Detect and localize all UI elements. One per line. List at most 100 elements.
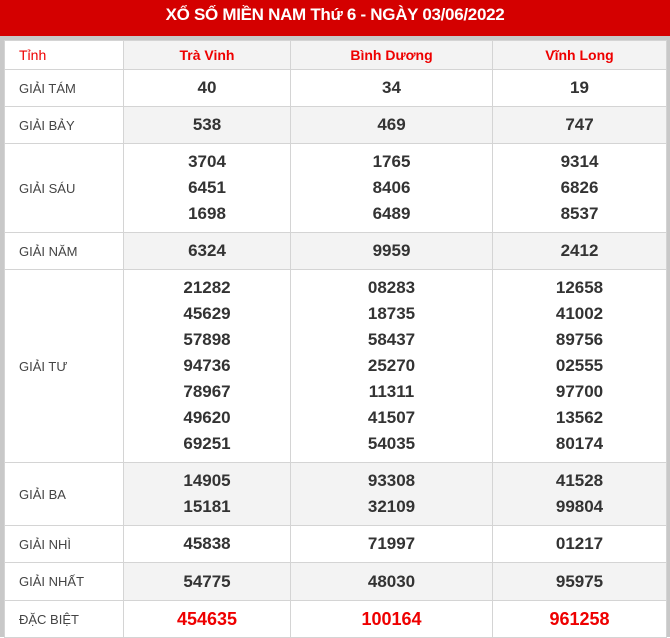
prize-label: GIẢI BA [4, 462, 124, 526]
prize-number: 21282 [183, 278, 231, 297]
prize-number: 45838 [183, 534, 231, 553]
prize-cell: 34 [290, 69, 493, 107]
prize-row: GIẢI NĂM 6324 9959 2412 [4, 232, 667, 270]
prize-cell: 469 [290, 106, 493, 144]
prize-number: 94736 [183, 356, 231, 375]
prize-number: 18735 [367, 304, 416, 323]
prize-number: 08283 [367, 278, 416, 297]
prize-label: GIẢI NHẤT [4, 562, 124, 601]
prize-number: 9959 [372, 241, 411, 260]
prize-cell: 71997 [290, 525, 493, 563]
prize-number: 95975 [555, 571, 604, 591]
prize-number: 71997 [367, 534, 416, 553]
prize-cell: 538 [123, 106, 291, 144]
prize-cell: 6324 [123, 232, 291, 270]
prize-number: 54035 [367, 434, 416, 453]
prize-number: 8537 [560, 204, 599, 223]
prize-cell: 12658 41002 89756 02555 97700 13562 80174 [492, 269, 667, 463]
prize-number: 11311 [368, 382, 415, 401]
prize-number: 6451 [188, 178, 226, 197]
prize-cell: 19 [492, 69, 667, 107]
prize-cell: 961258 [492, 600, 667, 638]
prize-cell: 40 [123, 69, 291, 107]
prize-cell: 48030 [290, 562, 493, 601]
prize-cell: 54775 [123, 562, 291, 601]
prize-label: GIẢI SÁU [4, 143, 124, 233]
province-name: Bình Dương [290, 40, 493, 70]
prize-label: ĐẶC BIỆT [4, 600, 124, 638]
prize-number: 45629 [183, 304, 231, 323]
results-table: Tỉnh Trà Vinh Bình Dương Vĩnh Long GIẢI … [4, 40, 667, 638]
page-title: XỔ SỐ MIỀN NAM Thứ 6 - NGÀY 03/06/2022 [0, 0, 670, 36]
prize-cell: 01217 [492, 525, 667, 563]
prize-number: 454635 [176, 609, 238, 629]
prize-cell: 100164 [290, 600, 493, 638]
prize-number: 1765 [372, 152, 411, 171]
prize-cell: 08283 18735 58437 25270 11311 41507 54035 [290, 269, 493, 463]
prize-number: 41507 [367, 408, 416, 427]
prize-cell: 747 [492, 106, 667, 144]
prize-number: 6826 [560, 178, 599, 197]
prize-number: 6324 [188, 241, 226, 260]
prize-number: 25270 [367, 356, 416, 375]
province-header: Tỉnh [4, 40, 124, 70]
prize-number: 02555 [555, 356, 604, 375]
prize-row: GIẢI BẢY 538 469 747 [4, 106, 667, 144]
prize-number: 78967 [183, 382, 231, 401]
prize-cell: 9959 [290, 232, 493, 270]
prize-number: 100164 [361, 609, 422, 629]
prize-number: 8406 [372, 178, 411, 197]
prize-number: 80174 [555, 434, 604, 453]
prize-number: 99804 [555, 497, 604, 516]
prize-row: GIẢI TÁM 40 34 19 [4, 69, 667, 107]
prize-row: ĐẶC BIỆT 454635 100164 961258 [4, 600, 667, 638]
prize-cell: 454635 [123, 600, 291, 638]
prize-cell: 45838 [123, 525, 291, 563]
prize-cell: 93308 32109 [290, 462, 493, 526]
prize-cell: 2412 [492, 232, 667, 270]
results-panel: Tỉnh Trà Vinh Bình Dương Vĩnh Long GIẢI … [0, 36, 670, 638]
prize-number: 3704 [188, 152, 226, 171]
province-name: Vĩnh Long [492, 40, 667, 70]
prize-number: 34 [382, 78, 401, 97]
prize-number: 6489 [372, 204, 411, 223]
prize-label: GIẢI TÁM [4, 69, 124, 107]
prize-label: GIẢI NĂM [4, 232, 124, 270]
prize-number: 40 [197, 78, 217, 97]
prize-number: 93308 [367, 471, 416, 490]
prize-number: 12658 [555, 278, 604, 297]
prize-number: 41528 [555, 471, 604, 490]
prize-row: GIẢI SÁU 3704 6451 1698 1765 8406 6489 9314 6826… [4, 143, 667, 233]
prize-label: GIẢI NHÌ [4, 525, 124, 563]
prize-number: 2412 [560, 241, 599, 260]
prize-number: 89756 [555, 330, 604, 349]
prize-number: 469 [377, 115, 406, 134]
prize-number: 961258 [549, 609, 610, 629]
prize-cell: 9314 6826 8537 [492, 143, 667, 233]
prize-number: 1698 [188, 204, 226, 223]
province-name: Trà Vinh [123, 40, 291, 70]
prize-cell: 1765 8406 6489 [290, 143, 493, 233]
prize-label: GIẢI BẢY [4, 106, 124, 144]
prize-number: 13562 [555, 408, 604, 427]
prize-cell: 41528 99804 [492, 462, 667, 526]
table-header-row: Tỉnh Trà Vinh Bình Dương Vĩnh Long [4, 40, 667, 70]
prize-number: 58437 [367, 330, 416, 349]
prize-number: 57898 [183, 330, 231, 349]
prize-number: 747 [565, 115, 594, 134]
prize-number: 9314 [560, 152, 599, 171]
prize-row: GIẢI TƯ 21282 45629 57898 94736 78967 49620 692… [4, 269, 667, 463]
prize-number: 41002 [555, 304, 604, 323]
prize-number: 48030 [367, 571, 416, 591]
prize-number: 97700 [555, 382, 604, 401]
prize-number: 14905 [183, 471, 231, 490]
prize-row: GIẢI NHẤT 54775 48030 95975 [4, 562, 667, 601]
prize-row: GIẢI BA 14905 15181 93308 32109 41528 99804 [4, 462, 667, 526]
prize-number: 54775 [183, 571, 231, 591]
prize-cell: 95975 [492, 562, 667, 601]
prize-cell: 14905 15181 [123, 462, 291, 526]
prize-cell: 3704 6451 1698 [123, 143, 291, 233]
prize-number: 69251 [183, 434, 231, 453]
prize-number: 49620 [183, 408, 231, 427]
prize-cell: 21282 45629 57898 94736 78967 49620 69251 [123, 269, 291, 463]
